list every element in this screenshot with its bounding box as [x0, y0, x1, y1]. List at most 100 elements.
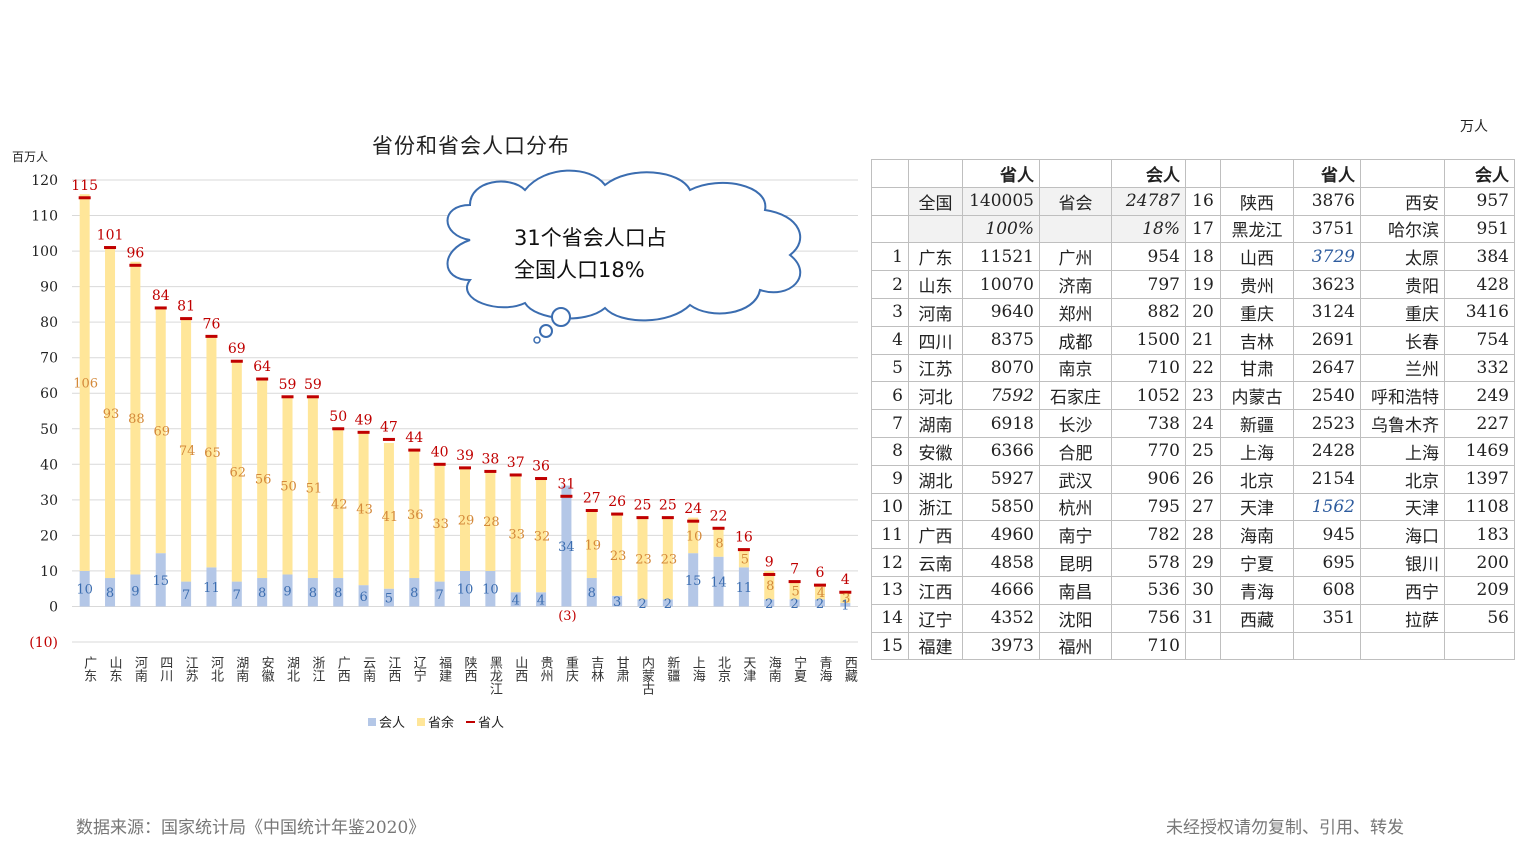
x-tick-label: 山东 — [107, 656, 123, 682]
province-cell: 宁夏 — [1220, 548, 1294, 577]
marker-province — [611, 512, 624, 516]
x-tick-label: 湖南 — [233, 656, 249, 682]
x-tick-label: 江西 — [385, 656, 401, 682]
y-tick-label: 10 — [40, 564, 58, 580]
province-pop-cell: 608 — [1293, 575, 1361, 605]
label-remainder: 5 — [791, 584, 799, 599]
bar-capital — [460, 570, 470, 607]
capital-pop-cell: 1052 — [1111, 381, 1186, 411]
label-remainder: 41 — [382, 510, 399, 525]
marker-province — [788, 580, 801, 584]
bar-remainder — [206, 336, 217, 568]
label-capital: 15 — [152, 574, 169, 589]
empty-cell — [871, 186, 909, 216]
x-tick-label: 吉林 — [588, 656, 604, 682]
callout-line-1: 31个省会人口占 — [514, 226, 667, 250]
rank-cell: 20 — [1185, 297, 1221, 327]
province-cell: 河南 — [908, 297, 963, 327]
label-province: 59 — [279, 377, 297, 393]
y-tick-label: (10) — [29, 635, 58, 651]
capital-total-pop: 24787 — [1111, 186, 1186, 216]
x-tick-label: 北京 — [715, 656, 731, 682]
x-tick-label: 福建 — [436, 656, 452, 683]
y-tick-label: 50 — [40, 422, 58, 438]
province-cell: 云南 — [908, 548, 963, 577]
capital-pop-cell: 951 — [1444, 214, 1515, 244]
label-capital: 8 — [588, 586, 596, 601]
x-tick-label: 辽宁 — [411, 656, 427, 682]
capital-pop-cell: 56 — [1444, 603, 1515, 633]
table-row: 13 江西 4666 南昌 536 30 青海 608 西宁 209 — [871, 575, 1515, 605]
label-remainder: 88 — [128, 412, 145, 427]
y-tick-label: 20 — [40, 528, 58, 544]
marker-province — [585, 509, 598, 513]
table-row: 11 广西 4960 南宁 782 28 海南 945 海口 183 — [871, 520, 1515, 550]
marker-province — [332, 427, 345, 431]
capital-cell: 西宁 — [1360, 575, 1445, 605]
bar-capital — [79, 570, 90, 607]
data-labels: 1151061010193896889846915817477665116962… — [71, 178, 850, 624]
province-pop-cell: 351 — [1293, 603, 1361, 633]
label-remainder: 29 — [458, 513, 475, 528]
callout-line-2: 全国人口18% — [514, 258, 645, 282]
bar-capital — [637, 599, 648, 607]
province-pop-cell: 6918 — [962, 409, 1040, 438]
label-capital: 7 — [233, 588, 241, 603]
callout-text: 31个省会人口占 全国人口18% — [514, 222, 667, 286]
bar-remainder — [814, 585, 825, 600]
bar-remainder — [713, 528, 724, 557]
capital-cell: 贵阳 — [1360, 270, 1445, 299]
marker-province — [104, 246, 117, 250]
marker-province — [154, 306, 167, 310]
x-tick-label: 贵州 — [538, 656, 554, 682]
marker-province — [256, 377, 269, 381]
label-capital: 10 — [76, 583, 93, 598]
chart-title: 省份和省会人口分布 — [372, 134, 570, 158]
province-pop-cell: 945 — [1293, 520, 1361, 550]
capital-pop-cell: 428 — [1444, 270, 1515, 299]
table-unit-label: 万人 — [1460, 119, 1488, 135]
table-row: 7 湖南 6918 长沙 738 24 新疆 2523 乌鲁木齐 227 — [871, 409, 1515, 438]
label-remainder: 65 — [204, 446, 221, 461]
province-pop-cell: 4666 — [962, 575, 1040, 605]
province-pop-cell: 3751 — [1293, 214, 1361, 244]
y-tick-label: 80 — [40, 315, 58, 331]
capital-pop-cell: 797 — [1111, 270, 1186, 299]
bar-capital — [434, 581, 445, 607]
capital-pop-cell: 1500 — [1111, 325, 1186, 355]
x-tick-label: 广西 — [335, 656, 351, 682]
rank-cell: 10 — [871, 492, 909, 522]
province-pop-cell: 4960 — [962, 520, 1040, 550]
cloud-bubble-large — [551, 307, 571, 327]
table-row: 2 山东 10070 济南 797 19 贵州 3623 贵阳 428 — [871, 270, 1515, 299]
label-capital: 4 — [512, 593, 520, 608]
capital-total-label: 省会 — [1039, 186, 1112, 216]
province-pop-cell: 4858 — [962, 548, 1040, 577]
label-capital: 9 — [131, 584, 139, 599]
x-tick-label: 山西 — [512, 656, 528, 682]
bar-remainder — [662, 517, 673, 600]
table-row: 5 江苏 8070 南京 710 22 甘肃 2647 兰州 332 — [871, 353, 1515, 383]
province-pop-cell: 2154 — [1293, 464, 1361, 494]
label-capital: 9 — [283, 584, 291, 599]
capital-cell: 南昌 — [1039, 575, 1112, 605]
bar-capital — [789, 599, 800, 607]
y-tick-label: 90 — [40, 280, 58, 296]
capital-pop-cell: 756 — [1111, 603, 1186, 633]
province-pop-cell: 3973 — [962, 631, 1040, 661]
label-province: 64 — [253, 359, 271, 375]
capital-cell: 长春 — [1360, 325, 1445, 355]
label-province: 115 — [71, 178, 98, 194]
x-tick-label: 云南 — [360, 656, 376, 682]
capital-pop-cell: 332 — [1444, 353, 1515, 383]
chart-legend: 会人 省余 省人 — [368, 712, 504, 731]
marker-province — [382, 437, 395, 441]
province-cell: 山西 — [1220, 242, 1294, 272]
marker-province — [509, 473, 522, 477]
bar-capital — [282, 574, 293, 607]
x-tick-label: 青海 — [816, 656, 832, 682]
province-cell: 北京 — [1220, 464, 1294, 494]
y-axis-unit: 百万人 — [12, 150, 49, 164]
y-tick-label: 100 — [31, 244, 58, 260]
label-remainder: 93 — [103, 407, 120, 422]
